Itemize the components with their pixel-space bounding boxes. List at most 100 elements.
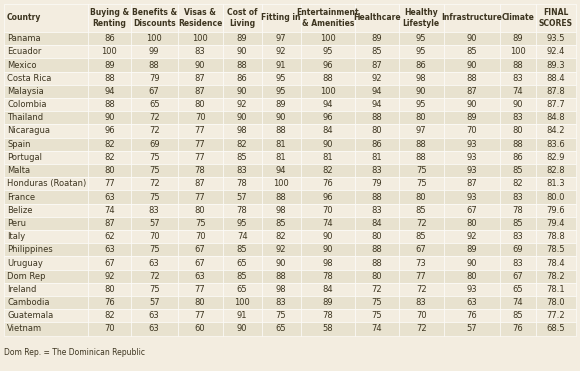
Text: 63: 63	[104, 245, 115, 254]
Bar	[131, 32, 177, 45]
Text: 65: 65	[149, 100, 160, 109]
Bar	[177, 111, 223, 124]
Text: 93.5: 93.5	[546, 34, 565, 43]
Bar	[500, 4, 535, 32]
Text: 75: 75	[195, 219, 205, 228]
Text: 96: 96	[322, 113, 333, 122]
Bar	[398, 111, 444, 124]
Bar	[300, 296, 355, 309]
Text: Fitting in: Fitting in	[262, 13, 301, 23]
Text: 72: 72	[149, 272, 160, 281]
Bar	[300, 177, 355, 190]
Text: 63: 63	[149, 311, 160, 320]
Text: 95: 95	[416, 47, 426, 56]
Bar	[88, 243, 131, 256]
Bar	[355, 111, 398, 124]
Text: 88: 88	[371, 245, 382, 254]
Bar	[4, 58, 88, 72]
Bar	[355, 85, 398, 98]
Bar	[500, 204, 535, 217]
Bar	[131, 4, 177, 32]
Bar	[262, 217, 300, 230]
Bar	[223, 45, 262, 58]
Text: 87.8: 87.8	[546, 87, 565, 96]
Text: 69: 69	[512, 245, 523, 254]
Bar	[355, 72, 398, 85]
Bar	[500, 177, 535, 190]
Text: 69: 69	[149, 140, 160, 149]
Bar	[444, 98, 500, 111]
Bar	[535, 58, 576, 72]
Text: 67: 67	[195, 245, 205, 254]
Bar	[262, 230, 300, 243]
Bar	[177, 309, 223, 322]
Text: 93: 93	[466, 140, 477, 149]
Bar	[500, 230, 535, 243]
Text: 95: 95	[416, 34, 426, 43]
Text: 84: 84	[371, 219, 382, 228]
Bar	[262, 4, 300, 32]
Bar	[4, 72, 88, 85]
Text: 67: 67	[512, 272, 523, 281]
Text: Healthcare: Healthcare	[353, 13, 401, 23]
Bar	[177, 72, 223, 85]
Text: 97: 97	[276, 34, 287, 43]
Text: 72: 72	[371, 285, 382, 294]
Bar	[177, 322, 223, 336]
Bar	[535, 309, 576, 322]
Bar	[300, 151, 355, 164]
Text: 94: 94	[276, 166, 287, 175]
Text: 77: 77	[195, 285, 205, 294]
Bar	[444, 58, 500, 72]
Text: 91: 91	[276, 60, 287, 69]
Bar	[262, 124, 300, 138]
Text: 82: 82	[512, 179, 523, 188]
Bar	[131, 190, 177, 204]
Text: 100: 100	[192, 34, 208, 43]
Text: 72: 72	[416, 285, 426, 294]
Bar	[444, 111, 500, 124]
Text: 70: 70	[195, 113, 205, 122]
Text: 87: 87	[104, 219, 115, 228]
Text: 92.4: 92.4	[546, 47, 565, 56]
Text: 83: 83	[512, 113, 523, 122]
Text: 86: 86	[104, 34, 115, 43]
Text: 84: 84	[322, 127, 333, 135]
Bar	[262, 296, 300, 309]
Text: Vietnam: Vietnam	[7, 325, 42, 334]
Text: 88: 88	[512, 140, 523, 149]
Bar	[223, 98, 262, 111]
Bar	[535, 177, 576, 190]
Text: Cambodia: Cambodia	[7, 298, 49, 307]
Bar	[4, 45, 88, 58]
Text: 80: 80	[416, 193, 426, 201]
Bar	[131, 85, 177, 98]
Bar	[398, 45, 444, 58]
Text: 78: 78	[322, 272, 333, 281]
Bar	[535, 190, 576, 204]
Bar	[223, 124, 262, 138]
Text: 75: 75	[371, 298, 382, 307]
Text: 72: 72	[149, 113, 160, 122]
Text: 75: 75	[276, 311, 287, 320]
Bar	[223, 322, 262, 336]
Bar	[4, 230, 88, 243]
Text: 93: 93	[466, 193, 477, 201]
Bar	[300, 138, 355, 151]
Text: Ireland: Ireland	[7, 285, 37, 294]
Bar	[300, 111, 355, 124]
Text: France: France	[7, 193, 35, 201]
Text: 98: 98	[237, 127, 248, 135]
Bar	[535, 217, 576, 230]
Bar	[88, 4, 131, 32]
Text: 85: 85	[371, 47, 382, 56]
Text: 100: 100	[510, 47, 525, 56]
Bar	[131, 164, 177, 177]
Bar	[177, 177, 223, 190]
Bar	[4, 98, 88, 111]
Text: 82: 82	[104, 140, 115, 149]
Text: Climate: Climate	[501, 13, 534, 23]
Text: 90: 90	[512, 100, 523, 109]
Text: 70: 70	[195, 232, 205, 241]
Bar	[223, 204, 262, 217]
